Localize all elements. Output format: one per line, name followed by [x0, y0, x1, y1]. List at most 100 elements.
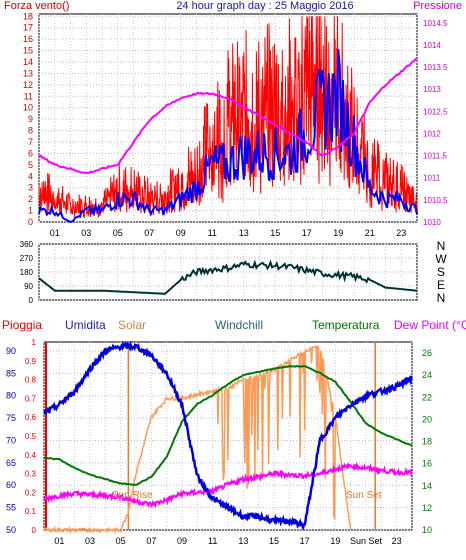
panel3-hour-label: 23: [392, 536, 402, 546]
humidity-line: [43, 340, 413, 531]
pressure-tick-label: 1010.5: [423, 196, 448, 205]
dewpoint-line: [43, 462, 413, 509]
direction-tick-label: 180: [20, 268, 34, 277]
temp-tick-label: 18: [422, 437, 432, 447]
humidity-tick-label: 75: [6, 413, 16, 423]
pressure-tick-label: 1014.5: [423, 19, 448, 28]
pressure-tick-label: 1011.5: [423, 152, 447, 161]
panel1-hour-label: 01: [50, 228, 60, 238]
panel1-hour-label: 17: [302, 228, 312, 238]
panel1-hour-label: 05: [113, 228, 123, 238]
rain-tick-label: 0.1: [25, 507, 37, 516]
panel3-hour-label: 03: [85, 536, 95, 546]
wind-tick-label: 4: [28, 171, 33, 181]
pressure-tick-label: 1011: [423, 174, 441, 183]
panel3-hour-label: 17: [300, 536, 310, 546]
pressure-tick-label: 1014: [423, 41, 441, 50]
panel3-hour-label: 07: [146, 536, 156, 546]
direction-tick-label: 360: [20, 240, 34, 249]
panel3-hour-label: 09: [177, 536, 187, 546]
rain-tick-label: 0.5: [25, 432, 37, 441]
panel1-hour-label: 09: [176, 228, 186, 238]
wind-tick-label: 12: [23, 80, 33, 90]
panel1-hour-label: 23: [396, 228, 406, 238]
wind-tick-label: 15: [23, 46, 33, 56]
humidity-tick-label: 85: [6, 368, 16, 378]
chart-title: 24 hour graph day : 25 Maggio 2016: [176, 0, 353, 12]
panel1-hour-label: 15: [270, 228, 280, 238]
pressure-tick-label: 1012.5: [423, 107, 448, 116]
panel3-hour-label: 11: [208, 536, 217, 546]
rain-tick-label: 0.9: [25, 357, 37, 366]
humidity-tick-label: 70: [6, 435, 16, 445]
wind-tick-label: 11: [24, 91, 33, 101]
pressure-tick-label: 1013.5: [423, 63, 448, 72]
panel1-hour-label: 07: [144, 228, 154, 238]
wind-tick-label: 17: [23, 23, 33, 33]
temperature-line: [43, 364, 413, 486]
panel3-hour-label: 05: [116, 536, 126, 546]
compass-letter: N: [437, 291, 446, 305]
solar-label: Solar: [118, 318, 146, 332]
pressure-line: [38, 57, 418, 175]
wind-tick-label: 14: [23, 57, 33, 67]
humidity-tick-label: 65: [6, 458, 16, 468]
wind-tick-label: 3: [28, 183, 33, 193]
temp-tick-label: 12: [422, 503, 432, 513]
humidity-tick-label: 90: [6, 346, 16, 356]
wind-tick-label: 0: [28, 217, 33, 227]
wind-tick-label: 7: [28, 137, 33, 147]
humidity-label: Umidita: [65, 318, 106, 332]
rain-tick-label: 0.7: [25, 394, 37, 403]
wind-axis-label: Forza vento(): [4, 0, 69, 12]
sun-rise-label: Sun Rise: [112, 490, 153, 501]
wind-tick-label: 2: [28, 194, 33, 204]
panel1-hour-label: 21: [365, 228, 375, 238]
temp-tick-label: 14: [422, 481, 432, 491]
pressure-axis-label: Pressione: [413, 0, 462, 12]
rain-tick-label: 0.8: [25, 376, 37, 385]
compass-letter: E: [437, 278, 445, 292]
wind-tick-label: 8: [28, 126, 33, 136]
direction-line: [38, 259, 418, 295]
panel3-hour-label: Sun Set: [350, 536, 383, 546]
pressure-tick-label: 1012: [423, 129, 441, 138]
gust-line: [38, 49, 418, 224]
panel1-hour-label: 13: [239, 228, 249, 238]
wind-tick-label: 6: [28, 148, 33, 158]
pressure-tick-label: 1010: [423, 218, 441, 227]
dewpoint-label: Dew Point (°C): [394, 318, 466, 332]
humidity-tick-label: 55: [6, 503, 16, 513]
sun-set-label: Sun Set: [346, 490, 382, 501]
humidity-tick-label: 80: [6, 391, 16, 401]
temp-tick-label: 10: [422, 525, 432, 535]
rain-tick-label: 0.3: [25, 470, 37, 479]
pressure-tick-label: 1013: [423, 85, 441, 94]
humidity-tick-label: 50: [6, 525, 16, 535]
direction-tick-label: 90: [24, 282, 33, 291]
wind-tick-label: 9: [28, 114, 33, 124]
humidity-tick-label: 60: [6, 480, 16, 490]
wind-line: [38, 16, 418, 219]
rain-tick-label: 0: [32, 526, 37, 535]
wind-tick-label: 13: [23, 68, 33, 78]
wind-tick-label: 5: [28, 160, 33, 170]
panel3-hour-label: 01: [54, 536, 64, 546]
direction-tick-label: 270: [20, 254, 34, 263]
temp-tick-label: 16: [422, 459, 432, 469]
temp-tick-label: 26: [422, 348, 432, 358]
compass-letter: N: [437, 239, 446, 253]
wind-tick-label: 18: [23, 11, 33, 21]
windchill-label: Windchill: [215, 318, 263, 332]
rain-tick-label: 0.6: [25, 413, 37, 422]
rain-tick-label: 1: [32, 338, 37, 347]
compass-letter: W: [435, 252, 447, 266]
direction-tick-label: 0: [29, 296, 34, 305]
rain-label: Pioggia: [2, 318, 42, 332]
rain-tick-label: 0.4: [25, 451, 37, 460]
temp-tick-label: 20: [422, 414, 432, 424]
temp-tick-label: 24: [422, 370, 432, 380]
panel1-hour-label: 11: [208, 228, 217, 238]
